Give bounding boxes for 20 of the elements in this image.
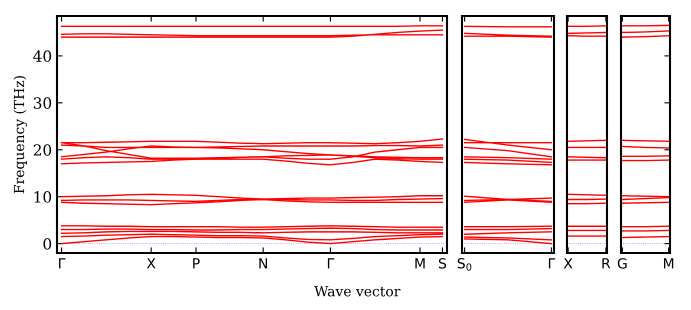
x-tick-label: Γ — [59, 258, 66, 268]
y-tick-label: 20 — [34, 144, 52, 156]
x-tick-label: M — [664, 258, 674, 268]
x-tick-label: R — [602, 258, 610, 268]
x-tick-label: N — [259, 258, 268, 268]
x-tick-label: S — [438, 258, 446, 269]
x-axis-title: Wave vector — [314, 286, 400, 296]
x-tick-label: M — [415, 258, 425, 268]
x-tick-label: X — [564, 258, 572, 268]
x-tick-label: G — [618, 258, 627, 269]
x-tick-label: X — [146, 258, 156, 268]
x-tick-label: S$_{0}$ — [458, 258, 472, 271]
y-tick-label: 40 — [33, 50, 52, 62]
x-tick-label: Γ — [328, 258, 334, 268]
y-tick-label: 0 — [43, 238, 52, 250]
x-tick-label: P — [193, 258, 200, 268]
y-axis-title: Frequency (THz) — [14, 76, 28, 194]
x-tick-label: Γ — [548, 258, 556, 268]
y-tick-label: 30 — [34, 97, 52, 109]
y-tick-label: 10 — [34, 191, 52, 203]
